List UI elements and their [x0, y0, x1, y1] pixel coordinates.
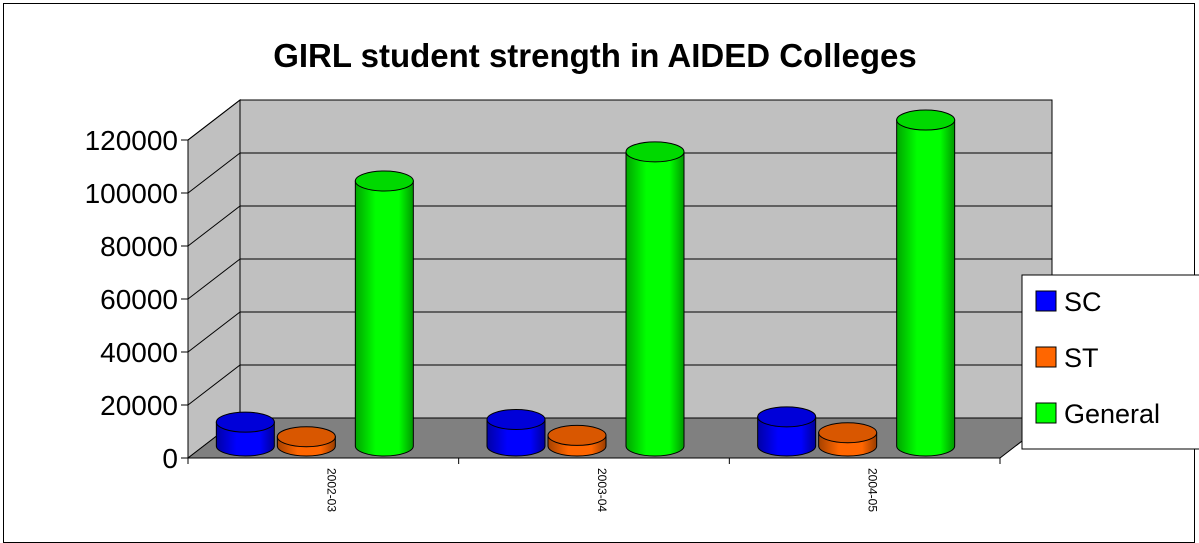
- legend-swatch-sc: [1035, 290, 1057, 312]
- bar-st-2002-03: [276, 426, 336, 457]
- bars: [215, 109, 956, 457]
- bar-top: [276, 426, 336, 448]
- y-tick-label: 0: [162, 443, 178, 474]
- bar-top: [215, 411, 275, 433]
- legend-label-st: ST: [1064, 343, 1099, 373]
- legend-label-general: General: [1064, 399, 1160, 429]
- bar-top: [896, 109, 956, 131]
- x-tick-label: 2003-04: [595, 468, 609, 512]
- legend-swatch-st: [1035, 346, 1057, 368]
- y-tick-label: 60000: [100, 284, 178, 315]
- bar-sc-2003-04: [486, 409, 546, 457]
- gridline-side: [187, 311, 241, 353]
- bar-top: [818, 422, 878, 444]
- gridline-side: [187, 205, 241, 247]
- legend: SC ST General: [1021, 274, 1199, 450]
- y-tick-label: 100000: [85, 178, 178, 209]
- legend-label-sc: SC: [1064, 287, 1102, 317]
- bar-body: [354, 180, 414, 457]
- y-tick-label: 40000: [100, 337, 178, 368]
- bar-general-2002-03: [354, 170, 414, 457]
- bar-sc-2002-03: [215, 411, 275, 457]
- bar-body: [757, 416, 817, 457]
- bar-top: [354, 170, 414, 192]
- x-tick-label: 2004-05: [866, 468, 880, 512]
- chart-title: GIRL student strength in AIDED Colleges: [273, 37, 917, 74]
- bar-general-2003-04: [625, 141, 685, 457]
- bar-top: [547, 424, 607, 446]
- y-tick-label: 80000: [100, 231, 178, 262]
- bar-body: [625, 151, 685, 457]
- bar-st-2003-04: [547, 424, 607, 457]
- gridline-side: [187, 258, 241, 300]
- x-tick-label: 2002-03: [324, 468, 338, 512]
- bar-general-2004-05: [896, 109, 956, 457]
- gridline-side: [187, 99, 241, 141]
- bar-top: [757, 406, 817, 428]
- gridline-side: [187, 364, 241, 406]
- legend-swatch-general: [1035, 402, 1057, 424]
- bar-sc-2004-05: [757, 406, 817, 457]
- y-tick-label: 20000: [100, 390, 178, 421]
- bar-st-2004-05: [818, 422, 878, 457]
- bar-top: [625, 141, 685, 163]
- bar-top: [486, 409, 546, 430]
- x-axis-ticks: 2002-03 2003-04 2004-05: [187, 458, 1001, 512]
- gridline-side: [187, 152, 241, 194]
- y-tick-label: 120000: [85, 125, 178, 156]
- bar-body: [896, 119, 956, 457]
- y-axis-ticks: 0 20000 40000 60000 80000 100000 120000: [85, 125, 188, 474]
